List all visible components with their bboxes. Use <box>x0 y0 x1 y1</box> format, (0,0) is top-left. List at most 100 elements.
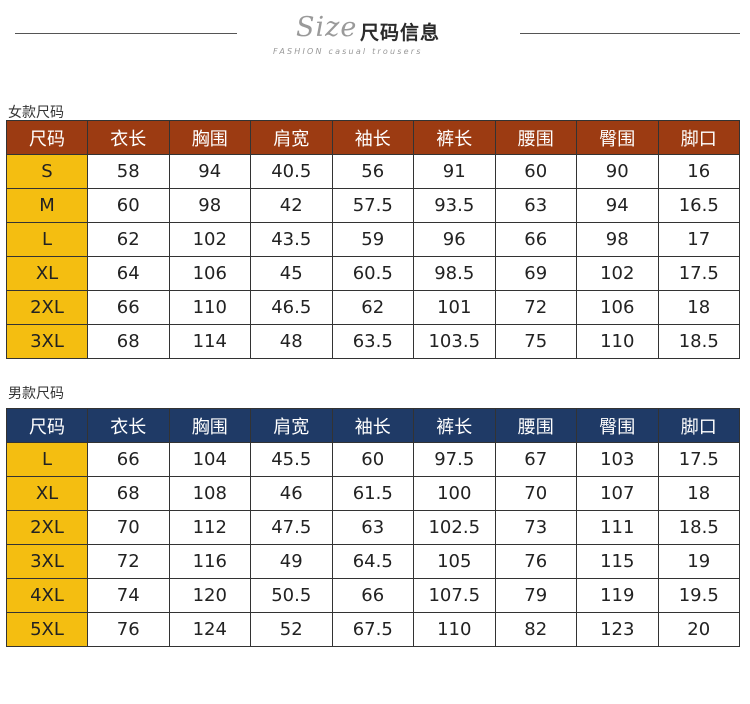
measurement-cell: 18.5 <box>657 510 740 545</box>
size-cell: L <box>6 222 88 257</box>
measurement-cell: 98 <box>168 188 251 223</box>
measurement-cell: 16 <box>657 154 740 189</box>
measurement-cell: 102.5 <box>413 510 496 545</box>
size-cell: 3XL <box>6 324 88 359</box>
measurement-cell: 102 <box>168 222 251 257</box>
measurement-cell: 18.5 <box>657 324 740 359</box>
measurement-cell: 60.5 <box>331 256 414 291</box>
column-header: 肩宽 <box>250 408 333 443</box>
table-row: 2XL 66 110 46.5 62 101 72 106 18 <box>6 290 740 325</box>
women-section-label: 女款尺码 <box>8 105 64 121</box>
measurement-cell: 76 <box>87 612 170 647</box>
measurement-cell: 110 <box>168 290 251 325</box>
size-cell: XL <box>6 256 88 291</box>
column-header: 袖长 <box>331 408 414 443</box>
measurement-cell: 108 <box>168 476 251 511</box>
column-header: 衣长 <box>87 408 170 443</box>
measurement-cell: 63.5 <box>331 324 414 359</box>
measurement-cell: 19 <box>657 544 740 579</box>
measurement-cell: 115 <box>576 544 659 579</box>
table-row: 5XL 76 124 52 67.5 110 82 123 20 <box>6 612 740 647</box>
measurement-cell: 100 <box>413 476 496 511</box>
measurement-cell: 16.5 <box>657 188 740 223</box>
measurement-cell: 74 <box>87 578 170 613</box>
header-rule-left <box>15 33 237 34</box>
measurement-cell: 56 <box>331 154 414 189</box>
measurement-cell: 91 <box>413 154 496 189</box>
measurement-cell: 75 <box>494 324 577 359</box>
measurement-cell: 102 <box>576 256 659 291</box>
measurement-cell: 106 <box>168 256 251 291</box>
table-row: L 62 102 43.5 59 96 66 98 17 <box>6 222 740 257</box>
women-size-table: 尺码 衣长 胸围 肩宽 袖长 裤长 腰围 臀围 脚口 S 58 94 40.5 56 91 60 90 16 M 6… <box>6 120 740 359</box>
measurement-cell: 61.5 <box>331 476 414 511</box>
measurement-cell: 46.5 <box>250 290 333 325</box>
measurement-cell: 20 <box>657 612 740 647</box>
measurement-cell: 64 <box>87 256 170 291</box>
column-header: 胸围 <box>168 120 251 155</box>
column-header: 腰围 <box>494 120 577 155</box>
measurement-cell: 119 <box>576 578 659 613</box>
table-row: M 60 98 42 57.5 93.5 63 94 16.5 <box>6 188 740 223</box>
table-row: XL 64 106 45 60.5 98.5 69 102 17.5 <box>6 256 740 291</box>
measurement-cell: 90 <box>576 154 659 189</box>
size-cell: 4XL <box>6 578 88 613</box>
measurement-cell: 107.5 <box>413 578 496 613</box>
measurement-cell: 43.5 <box>250 222 333 257</box>
measurement-cell: 60 <box>494 154 577 189</box>
measurement-cell: 96 <box>413 222 496 257</box>
measurement-cell: 105 <box>413 544 496 579</box>
measurement-cell: 79 <box>494 578 577 613</box>
measurement-cell: 60 <box>331 442 414 477</box>
measurement-cell: 73 <box>494 510 577 545</box>
measurement-cell: 111 <box>576 510 659 545</box>
table-header-row: 尺码 衣长 胸围 肩宽 袖长 裤长 腰围 臀围 脚口 <box>6 120 740 155</box>
measurement-cell: 110 <box>413 612 496 647</box>
measurement-cell: 57.5 <box>331 188 414 223</box>
measurement-cell: 50.5 <box>250 578 333 613</box>
measurement-cell: 42 <box>250 188 333 223</box>
measurement-cell: 60 <box>87 188 170 223</box>
header-subtitle: FASHION casual trousers <box>273 47 423 56</box>
size-cell: 5XL <box>6 612 88 647</box>
men-size-table: 尺码 衣长 胸围 肩宽 袖长 裤长 腰围 臀围 脚口 L 66 104 45.5 60 97.5 67 103… <box>6 408 740 647</box>
men-section-label: 男款尺码 <box>8 386 64 402</box>
column-header: 胸围 <box>168 408 251 443</box>
measurement-cell: 17 <box>657 222 740 257</box>
table-header-row: 尺码 衣长 胸围 肩宽 袖长 裤长 腰围 臀围 脚口 <box>6 408 740 443</box>
table-row: 4XL 74 120 50.5 66 107.5 79 119 19.5 <box>6 578 740 613</box>
table-row: XL 68 108 46 61.5 100 70 107 18 <box>6 476 740 511</box>
size-cell: M <box>6 188 88 223</box>
measurement-cell: 66 <box>87 290 170 325</box>
measurement-cell: 63 <box>494 188 577 223</box>
measurement-cell: 110 <box>576 324 659 359</box>
measurement-cell: 47.5 <box>250 510 333 545</box>
size-cell: 3XL <box>6 544 88 579</box>
measurement-cell: 120 <box>168 578 251 613</box>
measurement-cell: 62 <box>87 222 170 257</box>
measurement-cell: 123 <box>576 612 659 647</box>
column-header: 肩宽 <box>250 120 333 155</box>
measurement-cell: 48 <box>250 324 333 359</box>
measurement-cell: 72 <box>494 290 577 325</box>
measurement-cell: 63 <box>331 510 414 545</box>
measurement-cell: 97.5 <box>413 442 496 477</box>
measurement-cell: 40.5 <box>250 154 333 189</box>
measurement-cell: 64.5 <box>331 544 414 579</box>
size-cell: XL <box>6 476 88 511</box>
measurement-cell: 70 <box>87 510 170 545</box>
column-header: 尺码 <box>6 120 88 155</box>
measurement-cell: 124 <box>168 612 251 647</box>
page-title: 尺码信息 <box>360 22 441 44</box>
size-cell: L <box>6 442 88 477</box>
column-header: 裤长 <box>413 408 496 443</box>
measurement-cell: 17.5 <box>657 442 740 477</box>
measurement-cell: 18 <box>657 290 740 325</box>
header-rule-right <box>520 33 740 34</box>
column-header: 脚口 <box>657 120 740 155</box>
column-header: 腰围 <box>494 408 577 443</box>
table-row: 3XL 68 114 48 63.5 103.5 75 110 18.5 <box>6 324 740 359</box>
measurement-cell: 68 <box>87 476 170 511</box>
table-row: 3XL 72 116 49 64.5 105 76 115 19 <box>6 544 740 579</box>
size-cell: 2XL <box>6 510 88 545</box>
